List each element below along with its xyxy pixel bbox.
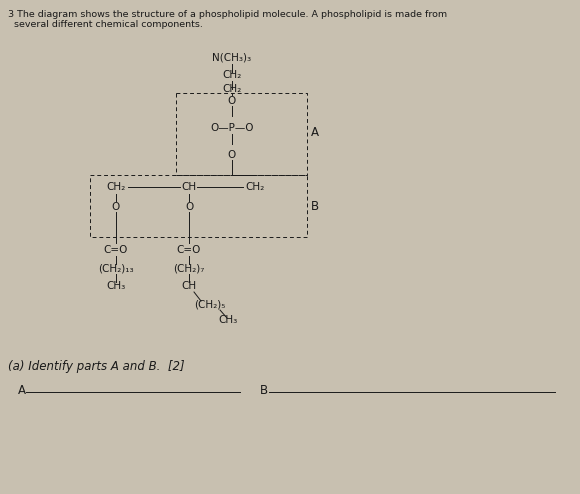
Text: CH: CH (182, 281, 197, 291)
Text: CH: CH (182, 182, 197, 192)
Text: O: O (112, 202, 120, 212)
Text: B: B (311, 200, 319, 212)
Text: A: A (18, 383, 26, 397)
Text: (CH₂)₇: (CH₂)₇ (173, 263, 205, 273)
Text: CH₃: CH₃ (219, 315, 238, 325)
Text: (CH₂)₅: (CH₂)₅ (194, 299, 226, 309)
Text: CH₂: CH₂ (245, 182, 264, 192)
Text: (a) Identify parts A and B.  [2]: (a) Identify parts A and B. [2] (8, 360, 184, 373)
Text: A: A (311, 125, 319, 138)
Text: N(CH₃)₃: N(CH₃)₃ (212, 53, 252, 63)
Text: B: B (260, 383, 268, 397)
Text: CH₂: CH₂ (222, 70, 242, 80)
Text: O: O (228, 96, 236, 106)
Text: O: O (228, 150, 236, 160)
Text: C=O: C=O (104, 245, 128, 255)
Text: CH₂: CH₂ (222, 84, 242, 94)
Text: O: O (185, 202, 193, 212)
Text: (CH₂)₁₃: (CH₂)₁₃ (98, 263, 134, 273)
Text: CH₂: CH₂ (106, 182, 126, 192)
Text: C=O: C=O (177, 245, 201, 255)
Text: O—P—O: O—P—O (210, 123, 254, 133)
Text: CH₃: CH₃ (106, 281, 126, 291)
Text: 3 The diagram shows the structure of a phospholipid molecule. A phospholipid is : 3 The diagram shows the structure of a p… (8, 10, 447, 19)
Text: several different chemical components.: several different chemical components. (8, 20, 203, 29)
